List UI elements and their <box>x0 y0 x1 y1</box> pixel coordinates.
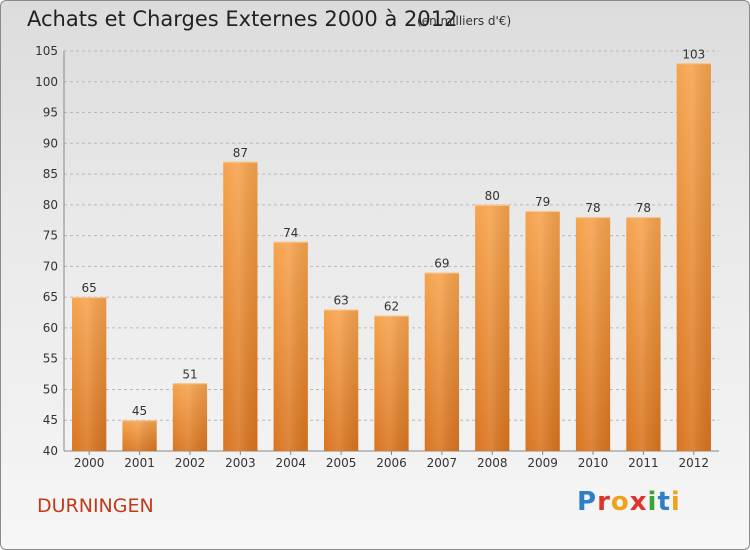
x-tick-label: 2010 <box>578 456 609 470</box>
x-tick-label: 2003 <box>225 456 256 470</box>
data-label: 78 <box>636 201 651 215</box>
axes: 40 45 50 55 60 65 70 75 80 85 90 95 100 105 2000 2001 20… <box>35 44 719 470</box>
bar-shine <box>424 272 460 451</box>
x-tick-label: 2004 <box>275 456 306 470</box>
logo-letter: i <box>670 487 681 517</box>
bar-shine <box>172 383 208 451</box>
bar-shine <box>374 315 409 451</box>
data-label: 79 <box>535 195 550 209</box>
proxiti-logo[interactable]: Proxiti <box>577 487 681 517</box>
x-tick-label: 2011 <box>628 456 659 470</box>
x-tick-label: 2006 <box>376 456 407 470</box>
data-label: 63 <box>333 293 348 307</box>
y-tick-label: 65 <box>43 290 58 304</box>
y-tick-label: 100 <box>35 75 58 89</box>
data-label: 74 <box>283 226 298 240</box>
logo-letter: r <box>597 487 611 517</box>
y-tick-label: 80 <box>43 198 58 212</box>
y-tick-label: 60 <box>43 321 58 335</box>
data-labels: 65 45 51 87 74 63 62 69 80 79 78 78 103 <box>82 47 706 418</box>
commune-name: DURNINGEN <box>37 495 154 517</box>
x-tick-label: 2000 <box>74 456 105 470</box>
y-tick-label: 50 <box>43 382 58 396</box>
data-label: 80 <box>485 189 500 203</box>
y-tick-label: 90 <box>43 136 58 150</box>
x-tick-label: 2002 <box>175 456 206 470</box>
data-label: 69 <box>434 257 449 271</box>
data-label: 87 <box>233 146 248 160</box>
y-tick-label: 95 <box>43 106 58 120</box>
bar-shine <box>626 217 661 451</box>
chart-title: Achats et Charges Externes 2000 à 2012 <box>27 7 458 31</box>
data-label: 78 <box>585 201 600 215</box>
bar-shine <box>122 420 157 451</box>
bar-shine <box>223 161 258 451</box>
logo-letter: t <box>657 487 671 517</box>
y-tick-label: 75 <box>43 229 58 243</box>
logo-letter: o <box>610 487 630 517</box>
data-label: 62 <box>384 300 399 314</box>
bars <box>72 63 711 452</box>
y-tick-label: 105 <box>35 44 58 58</box>
bar-shine <box>525 211 560 451</box>
bar-shine <box>72 297 107 451</box>
logo-letter: i <box>647 487 658 517</box>
x-tick-label: 2012 <box>679 456 710 470</box>
x-tick-label: 2007 <box>427 456 458 470</box>
data-label: 45 <box>132 404 147 418</box>
logo-letter: x <box>629 487 648 517</box>
y-tick-label: 40 <box>43 444 58 458</box>
data-label: 65 <box>82 281 97 295</box>
bar-shine <box>676 63 711 452</box>
y-tick-label: 45 <box>43 413 58 427</box>
x-tick-label: 2005 <box>326 456 357 470</box>
bar-shine <box>475 204 510 451</box>
x-tick-label: 2008 <box>477 456 508 470</box>
data-label: 103 <box>682 47 705 61</box>
bar-shine <box>273 241 308 451</box>
y-tick-label: 55 <box>43 352 58 366</box>
y-tick-label: 70 <box>43 259 58 273</box>
data-label: 51 <box>182 367 197 381</box>
chart-subtitle: (en milliers d'€) <box>417 14 512 28</box>
y-tick-label: 85 <box>43 167 58 181</box>
bar-shine <box>575 217 611 451</box>
x-tick-label: 2009 <box>527 456 558 470</box>
logo-letter: P <box>577 487 598 517</box>
bar-shine <box>323 309 359 451</box>
x-tick-label: 2001 <box>124 456 155 470</box>
